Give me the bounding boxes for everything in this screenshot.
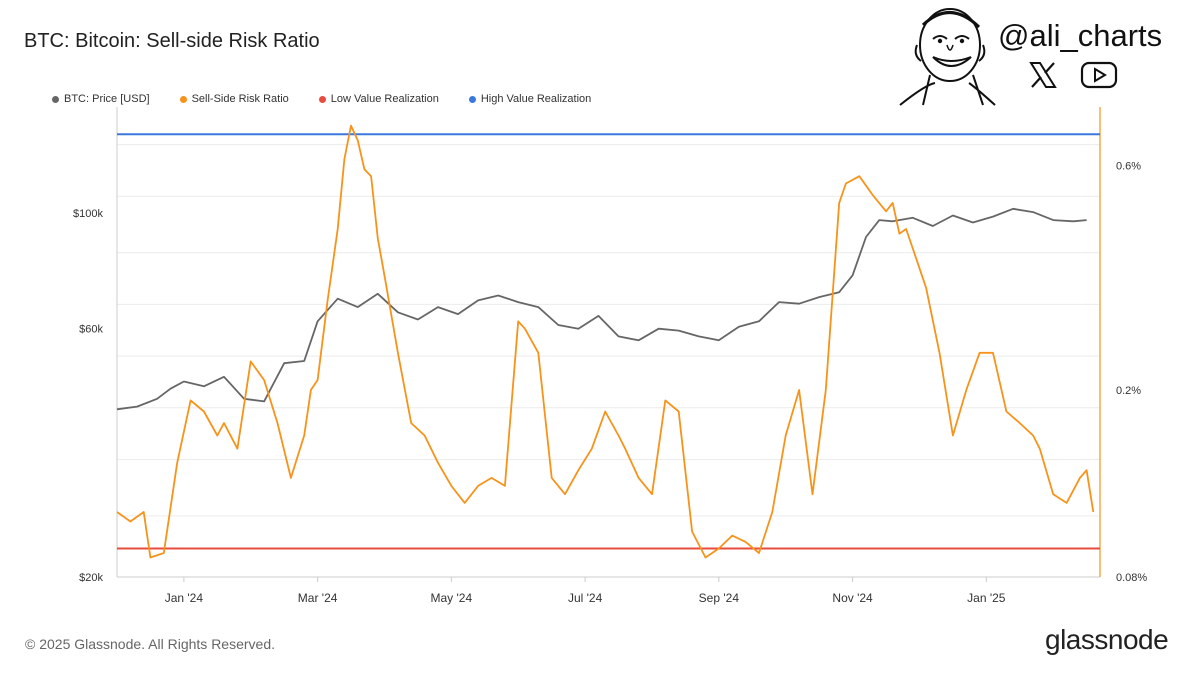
x-tick-label-4: Sep '24 [699, 591, 740, 605]
legend-label-price: BTC: Price [USD] [64, 93, 150, 105]
series-line-sell-side-risk-ratio [116, 124, 1095, 559]
footer-copyright: © 2025 Glassnode. All Rights Reserved. [25, 636, 276, 652]
x-tick-label-5: Nov '24 [832, 591, 873, 605]
chart-title: BTC: Bitcoin: Sell-side Risk Ratio [24, 30, 320, 52]
x-tick-label-0: Jan '24 [165, 591, 204, 605]
legend-item-high[interactable]: High Value Realization [468, 93, 592, 105]
left-tick-label-2: $100k [73, 208, 103, 220]
legend-dot-ratio [179, 95, 187, 103]
x-tick-label-2: May '24 [431, 591, 473, 605]
legend-label-low: Low Value Realization [330, 93, 439, 105]
legend-dot-price [52, 95, 59, 103]
youtube-icon[interactable] [1080, 60, 1118, 90]
right-tick-label-0: 0.08% [1116, 572, 1147, 584]
footer-brand-logo[interactable]: glassnode [1045, 624, 1169, 655]
left-tick-label-0: $20k [79, 572, 103, 584]
legend-label-high: High Value Realization [480, 93, 592, 105]
x-logo-icon[interactable] [1028, 60, 1058, 90]
right-tick-label-2: 0.6% [1116, 161, 1141, 173]
legend-item-ratio[interactable]: Sell-Side Risk Ratio [179, 93, 289, 105]
legend-item-low[interactable]: Low Value Realization [318, 93, 439, 105]
x-tick-label-1: Mar '24 [298, 591, 338, 605]
watermark-handle: @ali_charts [998, 18, 1163, 53]
chart-legend: BTC: Price [USD] Sell-Side Risk Ratio Lo… [52, 93, 591, 105]
x-tick-label-3: Jul '24 [568, 591, 603, 605]
legend-item-price[interactable]: BTC: Price [USD] [52, 93, 150, 105]
series-line-btc-price [116, 207, 1087, 411]
legend-dot-low [318, 95, 326, 103]
left-tick-label-1: $60k [79, 324, 103, 336]
avatar-sketch [899, 8, 996, 106]
x-tick-label-6: Jan '25 [967, 591, 1006, 605]
legend-dot-high [468, 95, 476, 103]
right-tick-label-1: 0.2% [1116, 385, 1141, 397]
legend-label-ratio: Sell-Side Risk Ratio [191, 93, 289, 105]
